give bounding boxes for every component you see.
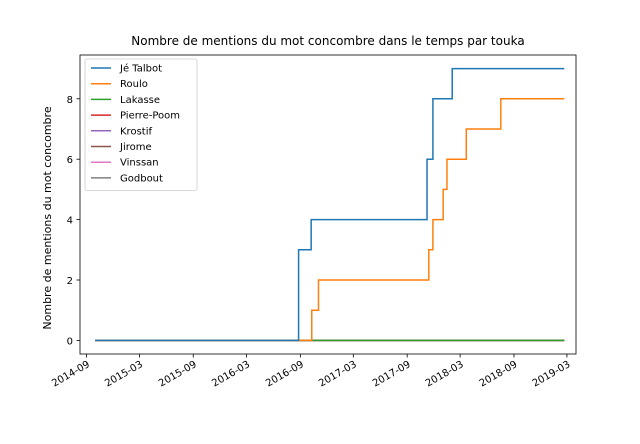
y-tick-label-3: 6 [67,155,73,166]
legend-label-2: Lakasse [120,95,160,106]
legend-label-4: Krostif [120,126,152,137]
y-tick-label-1: 2 [67,276,73,287]
legend-label-6: Vinssan [120,158,159,169]
legend: Jé Talbot Roulo Lakasse Pierre-Poom Krostif J… [84,58,198,192]
legend-label-7: Godbout [120,173,163,184]
legend-label-5: Jirome [119,142,152,153]
legend-label-3: Pierre-Poom [120,111,180,122]
y-axis-label: Nombre de mentions du mot concombre [41,106,54,329]
y-tick-label-4: 8 [67,95,73,106]
legend-label-0: Jé Talbot [119,63,162,75]
y-tick-label-0: 0 [67,336,73,347]
series-line-1 [95,98,565,342]
legend-box [84,58,198,192]
series-line-0 [95,67,565,342]
series-layer [95,67,565,342]
legend-label-1: Roulo [120,79,148,90]
y-tick-label-2: 4 [67,216,73,227]
chart-title: Nombre de mentions du mot concombre dans… [131,34,524,48]
plot-frame [79,54,577,355]
